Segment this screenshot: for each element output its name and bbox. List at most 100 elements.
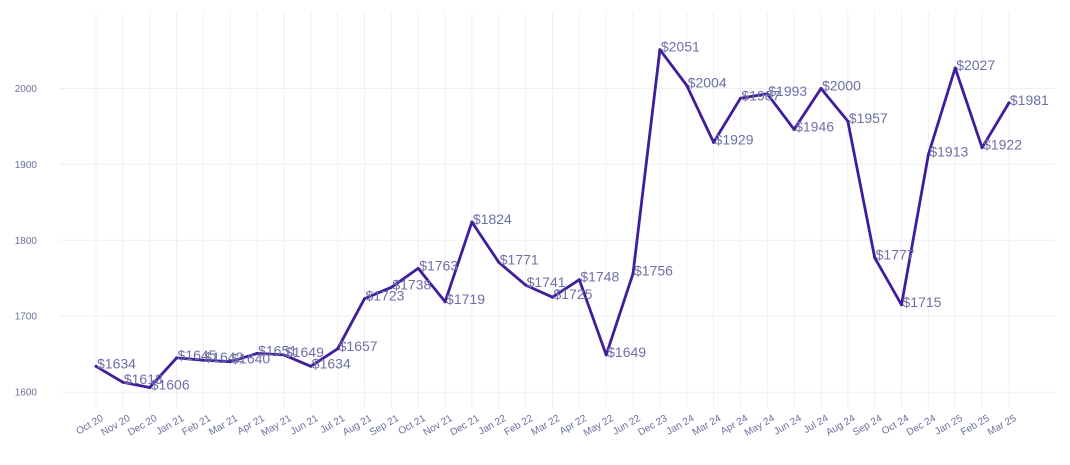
x-tick-label: Feb 25 [959,413,992,438]
data-label: $1929 [715,131,754,147]
data-point [738,96,742,100]
data-label: $1725 [553,286,592,302]
data-label: $1741 [527,274,566,290]
x-tick-label: Jan 24 [665,413,697,438]
data-point [121,380,125,384]
y-tick-label: 1900 [15,160,38,171]
data-label: $1763 [419,257,458,273]
data-label: $1946 [795,118,834,134]
y-tick-label: 1800 [15,236,38,247]
data-label: $1613 [124,371,163,387]
data-point [658,48,662,52]
data-point [389,285,393,289]
data-point [685,83,689,87]
y-tick-label: 1600 [15,388,38,399]
data-point [792,127,796,131]
data-label: $1987 [741,87,780,103]
x-tick-label: Nov 21 [422,413,455,439]
data-label: $1651 [258,342,297,358]
x-tick-label: May 22 [582,413,616,439]
x-tick-label: Mar 22 [529,413,562,438]
data-label: $1649 [607,344,646,360]
data-label: $1606 [151,377,190,393]
data-point [282,353,286,357]
data-label: $1981 [1010,92,1049,108]
data-label: $1634 [97,355,136,371]
x-tick-label: Mar 25 [986,413,1019,438]
y-axis-tick-labels: 1600 1700 1800 1900 2000 [15,84,38,399]
data-label: $1657 [339,338,378,354]
x-tick-label: Dec 23 [636,413,669,439]
data-point [255,351,259,355]
x-tick-label: Jun 21 [289,413,321,438]
data-label: $1913 [929,143,968,159]
data-point [819,86,823,90]
data-point [94,364,98,368]
data-point [524,283,528,287]
data-labels: $1634$1613$1606$1645$1642$1640$1651$1649… [97,39,1049,393]
data-label: $1719 [446,291,485,307]
data-point [201,358,205,362]
x-tick-label: Dec 24 [905,413,938,439]
data-point [873,256,877,260]
data-label: $1723 [366,288,405,304]
x-tick-label: Nov 20 [99,413,132,439]
data-point [926,152,930,156]
data-point [900,303,903,307]
data-point [846,119,850,123]
x-tick-label: Mar 21 [207,413,240,438]
x-tick-label: Aug 24 [824,413,857,439]
x-tick-label: May 24 [743,413,777,439]
data-point [148,386,152,390]
data-point [550,295,554,299]
vertical-gridlines [95,12,1010,408]
data-point [228,360,232,364]
data-point [470,220,474,224]
data-point [980,146,984,150]
data-point [497,260,501,264]
x-tick-label: Feb 22 [503,413,536,438]
data-point [1007,101,1011,105]
data-label: $1922 [983,137,1022,153]
y-tick-label: 2000 [15,84,38,95]
x-tick-label: Mar 24 [691,413,724,438]
x-tick-label: May 21 [260,413,294,439]
x-tick-label: Sep 21 [368,413,401,439]
x-tick-label: Dec 20 [126,413,159,439]
data-point [443,300,447,304]
data-label: $1645 [178,347,217,363]
data-point [631,272,635,276]
x-tick-label: Jan 21 [155,413,187,438]
data-point [604,353,608,357]
x-tick-label: Jan 25 [933,413,965,438]
data-label: $1771 [500,251,539,267]
data-label: $1738 [392,276,431,292]
data-label: $1748 [580,269,619,285]
data-label: $2000 [822,77,861,93]
data-label: $1824 [473,211,512,227]
x-tick-label: Jan 22 [477,413,509,438]
x-tick-label: Aug 21 [341,413,374,439]
data-point [712,140,716,144]
data-point [416,266,420,270]
data-point [336,347,340,351]
data-label: $2027 [956,57,995,73]
data-point [765,92,769,96]
data-label: $1642 [204,349,243,365]
x-tick-label: Feb 21 [180,413,213,438]
y-tick-label: 1700 [15,312,38,323]
data-point [175,356,179,360]
data-point [577,278,581,282]
data-point [309,364,313,368]
data-label: $1993 [768,83,807,99]
data-point [953,66,957,70]
data-label: $1634 [312,355,351,371]
data-label: $1640 [231,351,270,367]
x-tick-label: Dec 21 [448,413,481,439]
data-point [363,297,366,301]
data-label: $2051 [661,39,700,55]
data-label: $1777 [876,247,915,263]
data-label: $1715 [903,294,942,310]
